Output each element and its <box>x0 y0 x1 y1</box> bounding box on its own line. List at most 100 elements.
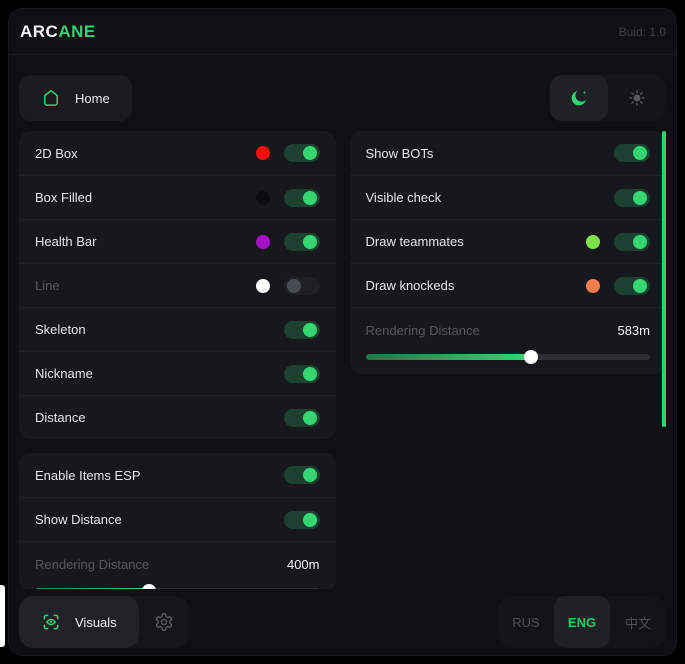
visuals-eye-scan-icon <box>41 612 61 632</box>
rendering-distance-slider[interactable] <box>365 350 650 364</box>
toggle-switch[interactable] <box>283 276 320 295</box>
lang-eng-button[interactable]: ENG <box>554 596 610 648</box>
toggle-switch[interactable] <box>283 364 320 383</box>
color-swatch[interactable] <box>586 234 600 249</box>
settings-button[interactable] <box>139 596 189 648</box>
scrollbar-thumb[interactable] <box>662 131 666 427</box>
bottom-tab-group: Visuals <box>19 596 189 648</box>
nav-row: Home <box>19 75 666 121</box>
brand-part-white: ARC <box>20 21 59 41</box>
setting-row: Health Bar <box>19 219 336 263</box>
setting-label: Show Distance <box>35 512 122 527</box>
bots-panel: Show BOTs Visible check Draw teammates <box>349 131 667 374</box>
toggle-switch[interactable] <box>614 276 650 295</box>
right-column: Show BOTs Visible check Draw teammates <box>349 131 667 591</box>
setting-row: Distance <box>19 395 336 439</box>
items-panel: Enable Items ESP Show Distance Rend <box>19 453 336 591</box>
setting-row: Show BOTs <box>350 131 667 175</box>
color-swatch[interactable] <box>255 234 270 249</box>
home-button[interactable]: Home <box>19 75 132 121</box>
setting-row: Visible check <box>349 175 666 219</box>
setting-label: Show BOTs <box>365 145 434 161</box>
gear-icon <box>154 612 174 632</box>
setting-label: Draw knockeds <box>365 278 455 293</box>
toggle-knob <box>302 366 317 381</box>
toggle-knob <box>302 410 317 425</box>
toggle-switch[interactable] <box>614 232 650 251</box>
rendering-distance-section: Rendering Distance 400m <box>19 541 336 591</box>
setting-label: 2D Box <box>35 145 78 161</box>
slider-value: 400m <box>286 556 320 572</box>
slider-value: 583m <box>617 322 650 338</box>
light-mode-button[interactable] <box>608 75 666 121</box>
toggle-knob <box>302 322 317 337</box>
toggle-knob <box>302 234 317 249</box>
toggle-switch[interactable] <box>283 510 320 529</box>
color-swatch[interactable] <box>255 190 270 205</box>
sun-icon <box>628 89 646 107</box>
content-area: 2D Box Box Filled He <box>9 131 676 591</box>
setting-row: 2D Box <box>19 131 336 175</box>
toggle-knob <box>302 146 317 160</box>
home-label: Home <box>75 90 110 106</box>
color-swatch[interactable] <box>255 278 270 293</box>
setting-label: Health Bar <box>35 234 97 249</box>
left-column: 2D Box Box Filled He <box>19 131 336 591</box>
setting-row: Draw teammates <box>349 219 666 263</box>
color-swatch[interactable] <box>255 146 270 160</box>
setting-row: Skeleton <box>19 307 336 351</box>
app-window: ARCANE Buid: 1.0 Home <box>8 8 677 656</box>
toggle-knob <box>302 190 317 205</box>
lang-zh-button[interactable]: 中文 <box>610 596 666 648</box>
dark-mode-button[interactable] <box>550 75 608 121</box>
setting-label: Skeleton <box>35 322 86 337</box>
toggle-switch[interactable] <box>283 232 320 251</box>
brand-part-green: ANE <box>58 21 96 41</box>
setting-label: Distance <box>35 410 86 425</box>
setting-row: Draw knockeds <box>349 263 666 307</box>
setting-row: Box Filled <box>19 175 336 219</box>
moon-icon <box>569 88 589 108</box>
toggle-knob <box>302 512 317 527</box>
toggle-switch[interactable] <box>614 144 650 162</box>
visuals-label: Visuals <box>75 614 117 630</box>
setting-label: Visible check <box>365 190 442 205</box>
toggle-knob <box>633 234 647 249</box>
toggle-switch[interactable] <box>283 320 320 339</box>
slider-label: Rendering Distance <box>365 322 480 338</box>
toggle-knob <box>286 278 301 293</box>
tab-visuals[interactable]: Visuals <box>19 596 139 648</box>
toggle-switch[interactable] <box>283 408 320 427</box>
language-group: RUS ENG 中文 <box>498 596 666 648</box>
setting-row: Show Distance <box>19 497 336 541</box>
toggle-switch[interactable] <box>614 188 650 207</box>
setting-label: Nickname <box>35 366 93 381</box>
toggle-switch[interactable] <box>283 466 320 484</box>
setting-row: Line <box>19 263 336 307</box>
setting-label: Box Filled <box>35 190 93 205</box>
slider-fill <box>365 350 538 364</box>
toggle-knob <box>633 146 647 160</box>
header: ARCANE Buid: 1.0 <box>9 9 676 55</box>
toggle-switch[interactable] <box>283 144 320 162</box>
toggle-knob <box>302 468 317 482</box>
slider-knob[interactable] <box>523 350 538 364</box>
toggle-knob <box>633 190 647 205</box>
setting-row: Nickname <box>19 351 336 395</box>
slider-knob[interactable] <box>141 584 156 591</box>
rendering-distance-section: Rendering Distance 583m <box>349 307 666 374</box>
build-label: Buid: 1.0 <box>618 24 666 39</box>
theme-toggle-group <box>550 75 666 121</box>
toggle-switch[interactable] <box>283 188 320 207</box>
color-swatch[interactable] <box>586 278 600 293</box>
toggle-knob <box>633 278 647 293</box>
setting-label: Enable Items ESP <box>35 467 141 483</box>
lang-rus-button[interactable]: RUS <box>498 596 554 648</box>
footer-bar: Visuals RUS ENG 中文 <box>9 589 676 655</box>
slider-label: Rendering Distance <box>35 556 150 572</box>
setting-row: Enable Items ESP <box>19 453 336 497</box>
esp-panel: 2D Box Box Filled He <box>19 131 336 439</box>
setting-label: Draw teammates <box>365 234 464 249</box>
home-icon <box>41 88 61 108</box>
